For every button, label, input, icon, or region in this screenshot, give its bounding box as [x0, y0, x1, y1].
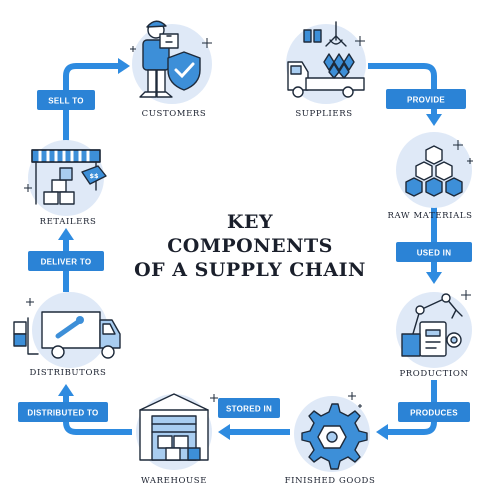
diagram-title: KEY COMPONENTS OF A SUPPLY CHAIN — [134, 211, 366, 281]
svg-text:STORED IN: STORED IN — [226, 405, 272, 414]
svg-text:PRODUCES: PRODUCES — [410, 409, 458, 418]
svg-text:RETAILERS: RETAILERS — [40, 217, 97, 227]
svg-text:DISTRIBUTED TO: DISTRIBUTED TO — [27, 409, 98, 418]
arrow-label-distributed-to: DISTRIBUTED TO — [18, 402, 108, 422]
wrench-icon — [55, 316, 84, 339]
svg-text:COMPONENTS: COMPONENTS — [167, 235, 333, 257]
arrow-label-sell-to: SELL TO — [37, 90, 95, 110]
arrow-label-used-in: USED IN — [396, 242, 472, 262]
svg-text:DISTRIBUTORS: DISTRIBUTORS — [30, 368, 107, 378]
node-distributors: DISTRIBUTORS — [13, 292, 121, 378]
node-finished-goods: FINISHED GOODS — [285, 392, 376, 486]
node-suppliers: SUPPLIERS — [286, 21, 366, 119]
robot-arm-icon — [401, 293, 463, 357]
truck-crane-icon — [287, 21, 365, 98]
svg-text:FINISHED GOODS: FINISHED GOODS — [285, 476, 376, 486]
stacked-cubes-icon — [405, 145, 463, 197]
svg-text:WAREHOUSE: WAREHOUSE — [141, 476, 207, 486]
svg-text:$$: $$ — [89, 172, 99, 180]
node-raw-materials: RAW MATERIALS — [387, 132, 473, 221]
arrow-label-produces: PRODUCES — [398, 402, 470, 422]
arrow-label-deliver-to: DELIVER TO — [28, 251, 104, 271]
arrow-label-provide: PROVIDE — [386, 89, 466, 109]
svg-text:OF A SUPPLY CHAIN: OF A SUPPLY CHAIN — [134, 259, 366, 281]
node-production: PRODUCTION — [396, 290, 472, 379]
svg-text:CUSTOMERS: CUSTOMERS — [142, 109, 207, 119]
shield-check-icon — [167, 51, 201, 91]
svg-text:KEY: KEY — [227, 211, 273, 233]
node-customers: CUSTOMERS — [130, 20, 212, 119]
svg-text:PROVIDE: PROVIDE — [407, 96, 445, 105]
node-warehouse: WAREHOUSE — [136, 393, 218, 486]
svg-text:SUPPLIERS: SUPPLIERS — [295, 109, 352, 119]
storefront-icon — [31, 149, 101, 205]
arrow-label-stored-in: STORED IN — [218, 398, 280, 418]
warehouse-icon — [139, 393, 209, 461]
svg-text:RAW MATERIALS: RAW MATERIALS — [387, 211, 472, 221]
delivery-truck-icon — [13, 311, 121, 359]
svg-text:DELIVER TO: DELIVER TO — [41, 258, 92, 267]
svg-text:SELL TO: SELL TO — [48, 97, 84, 106]
svg-text:PRODUCTION: PRODUCTION — [399, 369, 468, 379]
node-retailers: $$ RETAILERS — [24, 140, 107, 227]
price-tag-icon: $$ — [81, 165, 107, 185]
gear-icon — [301, 403, 368, 470]
svg-text:USED IN: USED IN — [417, 249, 452, 258]
customer-person-icon — [139, 20, 179, 98]
